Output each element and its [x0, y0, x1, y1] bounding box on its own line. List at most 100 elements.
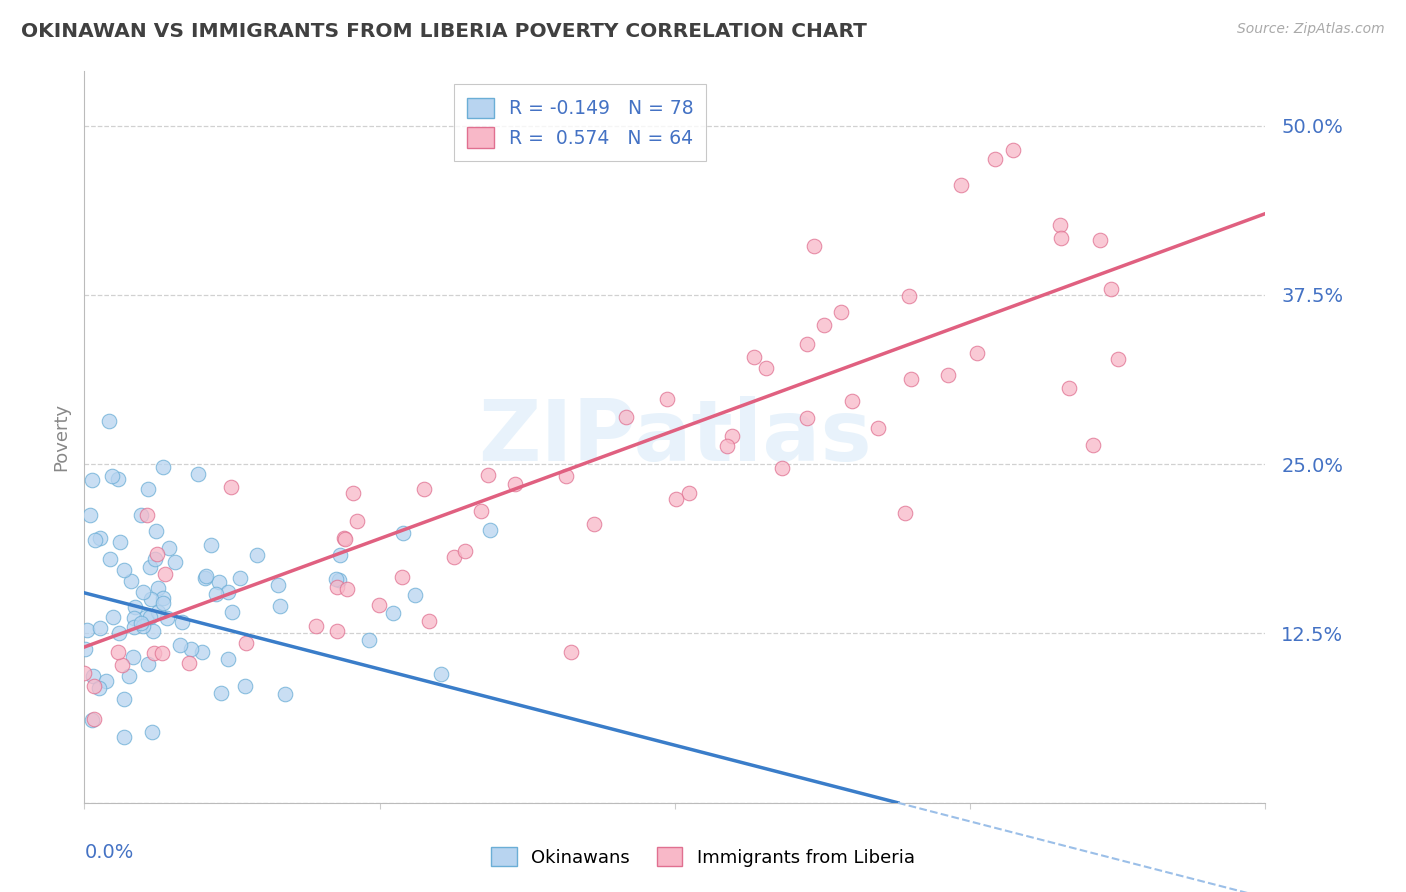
Point	[326, 580, 349, 594]
Point	[1049, 230, 1071, 244]
Point	[305, 619, 328, 633]
Point	[555, 468, 578, 483]
Point	[443, 550, 465, 565]
Point	[110, 535, 132, 549]
Point	[1107, 352, 1129, 367]
Point	[155, 611, 177, 625]
Point	[1049, 219, 1071, 233]
Point	[138, 482, 160, 496]
Point	[82, 473, 104, 487]
Point	[229, 571, 252, 585]
Point	[122, 611, 145, 625]
Point	[503, 476, 526, 491]
Point	[97, 414, 120, 428]
Point	[678, 485, 700, 500]
Point	[866, 421, 889, 435]
Point	[131, 585, 153, 599]
Point	[124, 600, 146, 615]
Point	[73, 665, 96, 680]
Point	[412, 483, 434, 497]
Point	[191, 645, 214, 659]
Point	[325, 572, 347, 586]
Point	[131, 615, 153, 630]
Point	[655, 392, 678, 406]
Point	[770, 461, 793, 475]
Point	[813, 318, 835, 332]
Point	[101, 469, 124, 483]
Point	[208, 575, 231, 590]
Point	[336, 582, 359, 596]
Point	[152, 459, 174, 474]
Point	[89, 621, 111, 635]
Point	[83, 712, 105, 726]
Point	[141, 592, 163, 607]
Point	[900, 372, 922, 386]
Point	[120, 574, 142, 588]
Point	[179, 656, 201, 670]
Point	[938, 368, 960, 383]
Point	[79, 508, 101, 522]
Point	[479, 524, 502, 538]
Point	[132, 619, 155, 633]
Point	[803, 238, 825, 252]
Point	[269, 599, 291, 614]
Point	[391, 570, 413, 584]
Point	[107, 472, 129, 486]
Point	[107, 626, 129, 640]
Point	[984, 153, 1007, 167]
Point	[110, 658, 132, 673]
Point	[150, 646, 173, 660]
Point	[1002, 143, 1025, 157]
Point	[142, 624, 165, 638]
Point	[122, 620, 145, 634]
Text: Source: ZipAtlas.com: Source: ZipAtlas.com	[1237, 22, 1385, 37]
Point	[755, 360, 778, 375]
Point	[163, 555, 186, 569]
Point	[112, 730, 135, 744]
Point	[152, 596, 174, 610]
Text: 0.0%: 0.0%	[84, 843, 134, 862]
Point	[148, 581, 170, 595]
Point	[841, 394, 863, 409]
Point	[219, 480, 242, 494]
Y-axis label: Poverty: Poverty	[52, 403, 70, 471]
Point	[141, 725, 163, 739]
Point	[139, 560, 162, 574]
Point	[470, 504, 492, 518]
Point	[129, 508, 152, 523]
Point	[101, 610, 124, 624]
Point	[143, 552, 166, 566]
Point	[136, 657, 159, 671]
Point	[112, 692, 135, 706]
Point	[98, 551, 121, 566]
Point	[83, 533, 105, 547]
Point	[82, 669, 104, 683]
Point	[1083, 438, 1105, 452]
Text: OKINAWAN VS IMMIGRANTS FROM LIBERIA POVERTY CORRELATION CHART: OKINAWAN VS IMMIGRANTS FROM LIBERIA POVE…	[21, 22, 868, 41]
Point	[720, 429, 742, 443]
Point	[194, 571, 217, 585]
Text: ZIPatlas: ZIPatlas	[478, 395, 872, 479]
Point	[83, 679, 105, 693]
Point	[796, 411, 818, 425]
Point	[145, 547, 167, 561]
Point	[404, 588, 426, 602]
Point	[180, 642, 202, 657]
Point	[235, 635, 257, 649]
Point	[153, 566, 176, 581]
Point	[333, 531, 356, 545]
Point	[73, 642, 96, 657]
Point	[328, 574, 350, 588]
Point	[614, 409, 637, 424]
Point	[135, 610, 157, 624]
Point	[89, 531, 111, 545]
Point	[246, 548, 269, 562]
Point	[267, 578, 290, 592]
Point	[392, 526, 415, 541]
Point	[1057, 381, 1080, 395]
Point	[142, 646, 165, 660]
Point	[169, 638, 191, 652]
Point	[152, 591, 174, 605]
Point	[326, 624, 349, 639]
Point	[145, 524, 167, 539]
